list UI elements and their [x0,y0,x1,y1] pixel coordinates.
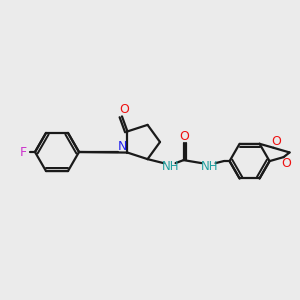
Text: NH: NH [162,160,179,172]
Text: F: F [20,146,27,158]
Text: NH: NH [201,160,218,172]
Text: O: O [282,157,292,169]
Text: O: O [272,135,281,148]
Text: O: O [119,103,129,116]
Text: O: O [180,130,190,142]
Text: N: N [118,140,127,153]
